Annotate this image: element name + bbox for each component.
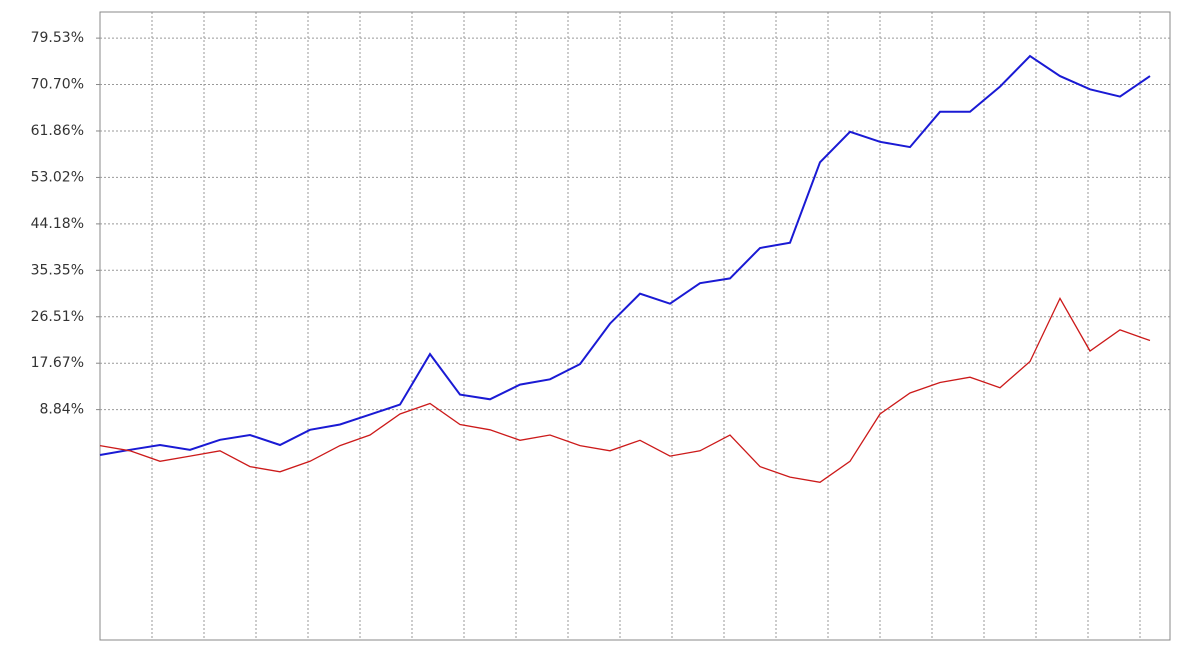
y-tick-label: 79.53% — [31, 30, 84, 46]
y-tick-label: 53.02% — [31, 169, 84, 185]
y-tick-label: 61.86% — [31, 123, 84, 139]
line-series — [99, 54, 1151, 456]
y-tick-label: 17.67% — [31, 355, 84, 371]
y-tick-label: 8.84% — [40, 402, 84, 418]
plot-frame — [99, 11, 1171, 641]
y-tick-label: 70.70% — [31, 77, 84, 93]
vertical-grid — [151, 12, 1141, 640]
y-tick-label: 35.35% — [31, 262, 84, 278]
line-series — [99, 296, 1151, 483]
y-tick-label: 26.51% — [31, 309, 84, 325]
y-tick-label: 44.18% — [31, 216, 84, 232]
